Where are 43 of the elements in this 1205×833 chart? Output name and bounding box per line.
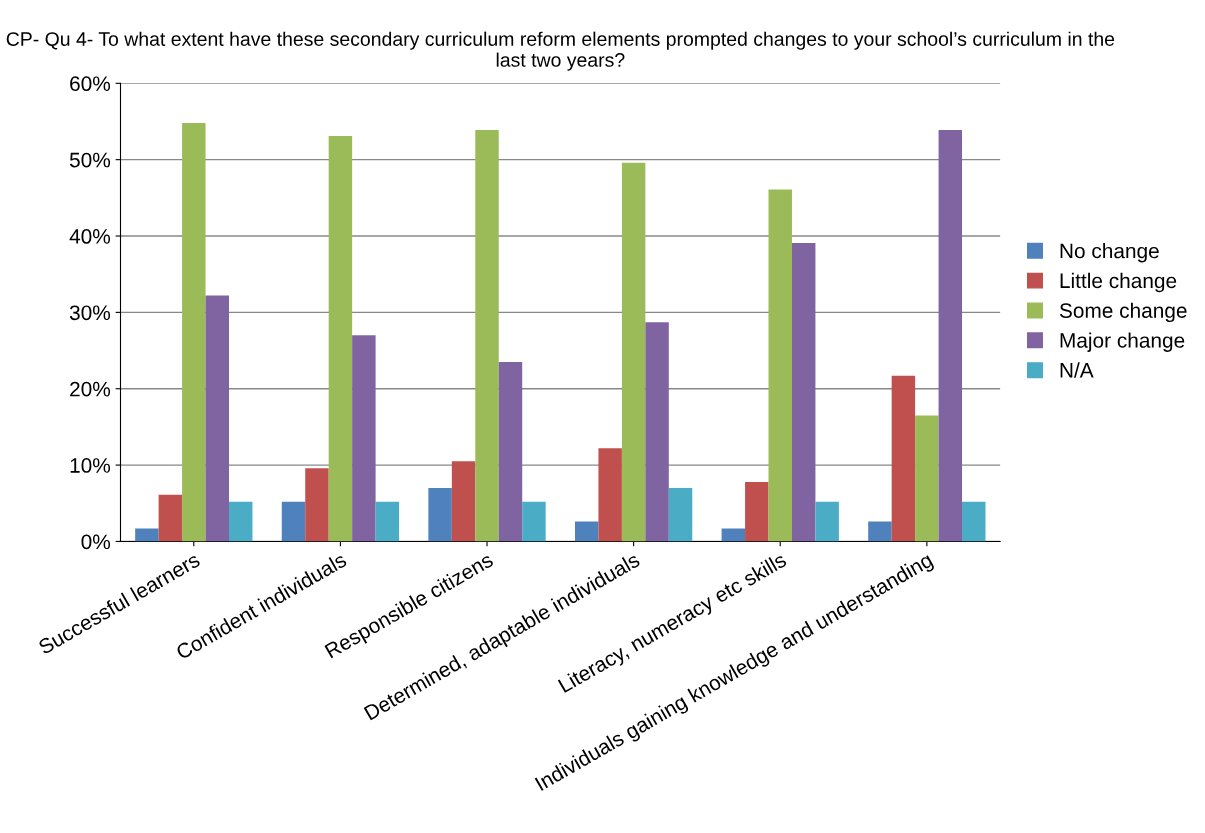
bar bbox=[938, 129, 963, 542]
bar bbox=[915, 415, 939, 542]
bar bbox=[135, 528, 159, 542]
bar bbox=[375, 501, 400, 542]
bar bbox=[574, 521, 599, 542]
chart-title: CP- Qu 4- To what extent have these secondary curriculum reform elements prompted changes to your school’s curriculum in the last two years? bbox=[6, 31, 1115, 71]
bar bbox=[891, 375, 916, 542]
y-tick-label: 0% bbox=[81, 534, 111, 550]
y-tick-label: 30% bbox=[69, 305, 111, 321]
y-tick-label: 60% bbox=[70, 76, 111, 92]
bar bbox=[868, 521, 892, 542]
bar bbox=[668, 488, 693, 542]
bar bbox=[962, 501, 986, 542]
bar bbox=[645, 322, 669, 542]
bar bbox=[598, 448, 622, 542]
bar bbox=[498, 362, 523, 542]
y-tick-label: 40% bbox=[69, 229, 111, 244]
bar bbox=[281, 501, 306, 542]
legend-label: N/A bbox=[1060, 362, 1094, 378]
bar bbox=[428, 488, 452, 542]
y-tick-label: 10% bbox=[70, 458, 111, 473]
bar bbox=[768, 189, 792, 542]
legend-label: No change bbox=[1060, 242, 1159, 263]
bar bbox=[451, 461, 476, 542]
y-tick-label: 50% bbox=[69, 152, 111, 168]
bar bbox=[745, 481, 769, 542]
bar bbox=[182, 123, 206, 542]
bar bbox=[328, 135, 353, 542]
bar bbox=[815, 501, 839, 542]
bar bbox=[205, 295, 229, 542]
bar bbox=[475, 129, 499, 542]
bar bbox=[228, 501, 253, 542]
y-tick-label: 20% bbox=[70, 381, 111, 397]
bar bbox=[158, 494, 183, 542]
legend-label: Some change bbox=[1059, 302, 1187, 323]
bar bbox=[721, 528, 746, 542]
bar bbox=[621, 162, 646, 542]
bar bbox=[791, 242, 816, 542]
bar bbox=[522, 501, 546, 542]
legend-label: Little change bbox=[1060, 272, 1177, 293]
bar bbox=[352, 335, 376, 542]
bar bbox=[305, 468, 329, 542]
legend-label: Major change bbox=[1060, 332, 1185, 352]
